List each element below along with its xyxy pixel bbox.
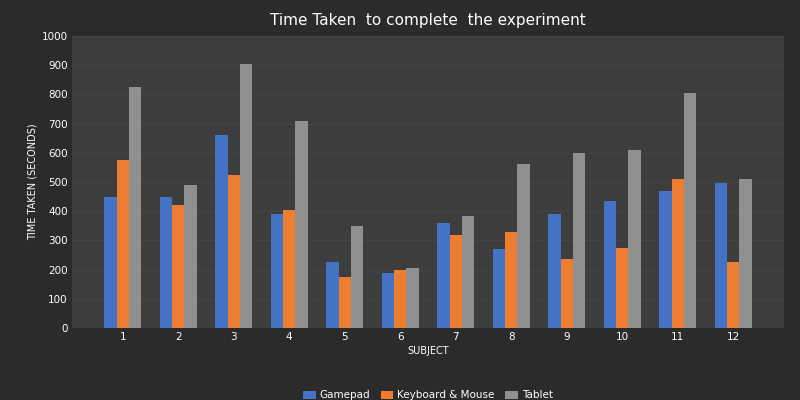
Bar xyxy=(715,184,727,328)
Bar xyxy=(351,226,363,328)
Bar xyxy=(518,164,530,328)
Bar xyxy=(462,216,474,328)
Bar xyxy=(406,268,418,328)
Bar xyxy=(616,248,628,328)
Title: Time Taken  to complete  the experiment: Time Taken to complete the experiment xyxy=(270,13,586,28)
Bar xyxy=(104,196,117,328)
Bar xyxy=(160,196,172,328)
Bar xyxy=(561,259,573,328)
Bar xyxy=(283,210,295,328)
Legend: Gamepad, Keyboard & Mouse, Tablet: Gamepad, Keyboard & Mouse, Tablet xyxy=(299,386,557,400)
Bar xyxy=(739,179,752,328)
Bar xyxy=(505,232,518,328)
Bar xyxy=(573,153,585,328)
Bar xyxy=(450,234,462,328)
Bar xyxy=(659,191,672,328)
Bar xyxy=(549,214,561,328)
Bar xyxy=(295,121,307,328)
Bar xyxy=(117,160,129,328)
Y-axis label: TIME TAKEN (SECONDS): TIME TAKEN (SECONDS) xyxy=(27,124,38,240)
Bar xyxy=(271,214,283,328)
Bar xyxy=(684,93,696,328)
Bar xyxy=(394,270,406,328)
Bar xyxy=(228,175,240,328)
Bar xyxy=(338,277,351,328)
Bar xyxy=(438,223,450,328)
Bar xyxy=(215,135,228,328)
Bar xyxy=(604,201,616,328)
Bar xyxy=(172,205,184,328)
Bar xyxy=(326,262,338,328)
Bar xyxy=(184,185,197,328)
Bar xyxy=(493,249,505,328)
Bar xyxy=(240,64,252,328)
Bar xyxy=(727,262,739,328)
X-axis label: SUBJECT: SUBJECT xyxy=(407,346,449,356)
Bar xyxy=(628,150,641,328)
Bar xyxy=(672,179,684,328)
Bar xyxy=(129,87,141,328)
Bar xyxy=(382,272,394,328)
